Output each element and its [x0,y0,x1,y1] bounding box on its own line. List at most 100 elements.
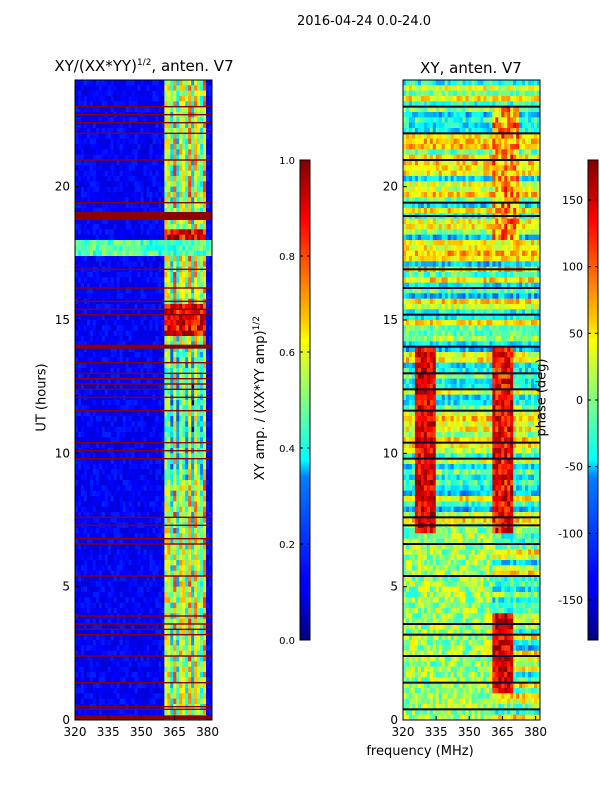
y-tick-label: 10 [383,446,398,460]
flagged-row [75,396,212,399]
y-tick-label: 0 [62,713,70,727]
left-panel-title: XY/(XX*YY)1/2, anten. V7 [44,57,244,75]
x-tick-label: 350 [130,725,153,739]
left-colorbar-label-exponent: 1/2 [251,315,262,331]
flagged-row [75,313,212,316]
flagged-row [75,113,212,116]
colorbar-tick-label: 100 [562,261,583,274]
colorbar-tick-label: 0.8 [279,252,295,263]
left-colorbar [299,159,311,641]
colorbar-tick-label: 1.0 [279,156,295,167]
flagged-row [75,372,212,375]
flagged-row [403,681,540,684]
flagged-row [403,655,540,657]
flagged-row [75,409,212,412]
flagged-row [403,268,540,271]
flagged-row [75,623,212,625]
flagged-row [75,705,212,708]
flagged-row [75,524,212,527]
right-heatmap [403,80,541,721]
flagged-row [75,377,212,380]
left-ylabel: UT (hours) [34,363,50,432]
flagged-row [75,449,212,452]
colorbar-tick-label: -100 [558,527,583,540]
flagged-row [75,201,212,204]
y-tick-label: 5 [62,580,70,594]
colorbar-tick-label: 50 [569,327,583,340]
flagged-row [75,708,212,711]
left-colorbar-label-prefix: XY amp. / (XX*YY amp) [253,330,269,481]
flagged-row [75,361,212,364]
flagged-row [403,201,540,204]
flagged-row [75,383,212,385]
x-tick-label: 350 [458,725,481,739]
flagged-row [403,215,540,217]
left-title-exponent: 1/2 [136,58,152,68]
figure-xlabel: frequency (MHz) [366,744,474,759]
x-tick-label: 335 [425,725,448,739]
flagged-row [75,537,212,540]
colorbar-tick-label: 150 [562,194,583,207]
flagged-row [403,132,540,135]
flagged-row [403,287,540,289]
colorbar-tick-label: 0 [576,394,583,407]
flagged-row [403,105,540,108]
right-panel-title: XY, anten. V7 [420,59,522,77]
flagged-row [403,441,540,444]
flagged-row [75,212,212,220]
y-tick-label: 20 [383,180,398,194]
left-axes-frame [74,79,213,721]
y-tick-label: 15 [383,313,398,327]
x-tick-label: 365 [491,725,514,739]
flagged-row [403,543,540,545]
left-title-prefix: XY/(XX*YY) [54,57,137,75]
left-colorbar-label: XY amp. / (XX*YY amp)1/2 [252,298,268,498]
flagged-row [75,121,212,124]
flagged-row [75,308,212,311]
flagged-row [75,105,212,108]
x-tick-label: 320 [392,725,415,739]
flagged-row [75,300,212,303]
flagged-row [75,681,212,684]
y-tick-label: 15 [55,313,70,327]
flagged-row [75,441,212,444]
x-tick-label: 320 [64,725,87,739]
x-tick-label: 365 [163,725,186,739]
flagged-row [75,543,212,545]
x-tick-label: 335 [97,725,120,739]
figure-suptitle: 2016-04-24 0.0-24.0 [297,14,431,29]
y-tick-label: 5 [390,580,398,594]
colorbar-tick-label: 0.0 [279,636,295,647]
flagged-row [75,655,212,657]
flagged-row [403,524,540,527]
colorbar-tick-label: 0.2 [279,540,295,551]
flagged-row [75,287,212,289]
flagged-row [403,345,540,348]
colorbar-tick-label: 0.4 [279,444,295,455]
y-tick-label: 20 [55,180,70,194]
flagged-row [75,132,212,135]
flagged-row [403,623,540,625]
flagged-row [75,388,212,391]
y-tick-label: 0 [390,713,398,727]
flagged-row [403,372,540,375]
flagged-row [403,388,540,391]
right-colorbar-label: phase (deg) [534,358,550,437]
left-heatmap [75,80,213,721]
colorbar-tick-label: -150 [558,594,583,607]
flagged-row [75,159,212,161]
flagged-row [75,628,212,631]
flagged-row [403,159,540,161]
flagged-row [75,615,212,617]
flagged-row [75,516,212,519]
x-tick-label: 380 [524,725,547,739]
y-tick-label: 10 [55,446,70,460]
flagged-row [75,715,212,720]
right-axes-frame [402,79,541,721]
flagged-row [75,633,212,636]
flagged-row [403,708,540,711]
flagged-row [75,575,212,577]
flagged-row [403,575,540,577]
flagged-row [403,633,540,636]
